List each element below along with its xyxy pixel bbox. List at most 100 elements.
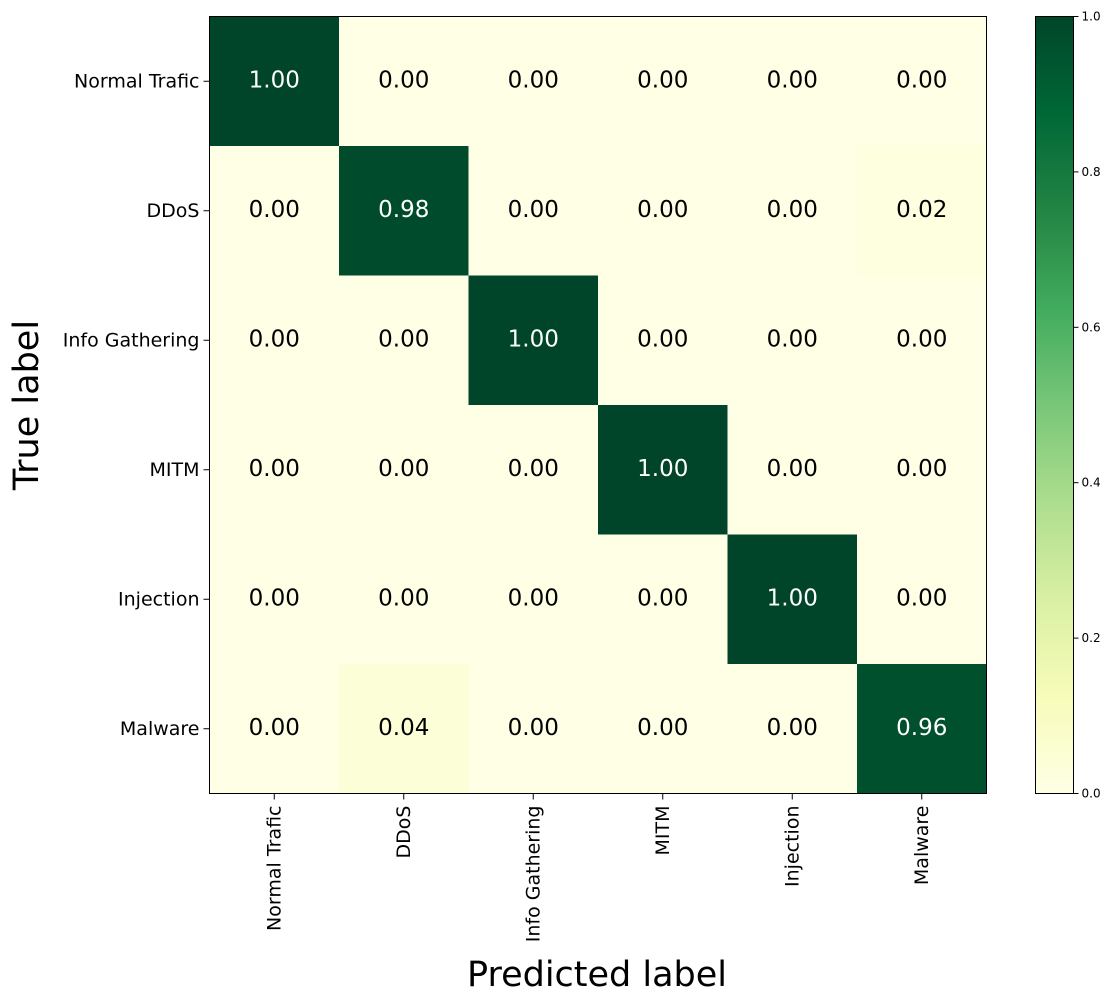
y-tick-label: Injection <box>118 588 199 610</box>
cell-value-label: 0.00 <box>637 585 688 611</box>
heatmap-cell <box>339 534 469 665</box>
heatmap-cell <box>598 405 728 535</box>
colorbar-tick-label: 0.4 <box>1082 476 1101 490</box>
cell-value-label: 0.98 <box>378 197 429 223</box>
cell-value-label: 0.00 <box>508 67 559 93</box>
heatmap-cell <box>857 664 987 794</box>
cell-value-label: 0.96 <box>896 715 947 741</box>
colorbar-tick-label: 0.0 <box>1082 787 1101 801</box>
cell-value-label: 0.00 <box>249 197 300 223</box>
cell-value-label: 1.00 <box>767 585 818 611</box>
heatmap-cell <box>857 405 987 535</box>
x-tick-label: DDoS <box>393 806 415 859</box>
cell-value-label: 0.00 <box>637 715 688 741</box>
heatmap-cell <box>339 275 469 406</box>
cell-value-label: 0.00 <box>249 715 300 741</box>
heatmap-cell <box>727 275 858 406</box>
x-tick-label: Info Gathering <box>522 806 544 943</box>
cell-value-label: 0.00 <box>249 585 300 611</box>
cell-value-label: 0.00 <box>378 326 429 352</box>
cell-value-label: 0.00 <box>767 456 818 482</box>
cell-value-label: 1.00 <box>637 456 688 482</box>
heatmap-cell <box>857 16 987 147</box>
colorbar-gradient <box>1035 16 1074 794</box>
heatmap-cell <box>339 405 469 535</box>
cell-value-label: 0.02 <box>896 197 947 223</box>
heatmap-cell <box>209 405 340 535</box>
x-tick-label: Malware <box>911 806 933 886</box>
heatmap-cell <box>727 405 858 535</box>
heatmap-cell <box>857 275 987 406</box>
cell-value-label: 0.00 <box>896 326 947 352</box>
heatmap-cell <box>468 275 599 406</box>
heatmap-cell <box>468 146 599 276</box>
heatmap-cell <box>468 534 599 665</box>
x-tick-label: Normal Trafic <box>263 806 285 931</box>
cell-value-label: 0.00 <box>637 67 688 93</box>
x-tick-label: Injection <box>781 806 803 887</box>
heatmap-cell <box>598 664 728 794</box>
colorbar-tick-label: 0.6 <box>1082 320 1101 334</box>
heatmap-cell <box>727 534 858 665</box>
colorbar-tick-label: 0.8 <box>1082 165 1101 179</box>
cell-value-label: 0.00 <box>378 456 429 482</box>
cell-value-label: 0.00 <box>508 456 559 482</box>
heatmap-cell <box>857 146 987 276</box>
heatmap-cell <box>727 16 858 147</box>
heatmap-cell <box>598 275 728 406</box>
heatmap-cell <box>727 146 858 276</box>
heatmap-cells <box>209 16 987 794</box>
cell-value-label: 0.00 <box>249 326 300 352</box>
heatmap-cell <box>209 146 340 276</box>
colorbar-tick-label: 0.2 <box>1082 631 1101 645</box>
heatmap-cell <box>598 146 728 276</box>
cell-value-label: 1.00 <box>249 67 300 93</box>
y-tick-label: Info Gathering <box>63 329 200 351</box>
heatmap-cell <box>339 16 469 147</box>
x-tick-label: MITM <box>652 806 674 856</box>
cell-value-label: 0.00 <box>508 715 559 741</box>
x-axis-title: Predicted label <box>467 955 727 995</box>
colorbar: 0.0 0.2 0.4 0.6 0.8 1.0 <box>1035 10 1101 801</box>
cell-value-label: 0.00 <box>249 456 300 482</box>
heatmap-cell <box>468 405 599 535</box>
cell-value-label: 0.04 <box>378 715 429 741</box>
cell-value-label: 0.00 <box>508 585 559 611</box>
cell-value-label: 0.00 <box>896 456 947 482</box>
cell-value-label: 0.00 <box>767 715 818 741</box>
cell-value-label: 0.00 <box>896 585 947 611</box>
cell-value-label: 0.00 <box>378 585 429 611</box>
cell-value-label: 0.00 <box>767 326 818 352</box>
heatmap-cell <box>209 16 340 147</box>
cell-value-label: 0.00 <box>637 197 688 223</box>
x-axis-ticks: Normal Trafic DDoS Info Gathering MITM Injec… <box>263 793 933 943</box>
cell-value-label: 0.00 <box>508 197 559 223</box>
y-tick-label: Normal Trafic <box>74 70 199 92</box>
heatmap-cell <box>209 275 340 406</box>
heatmap-cell <box>727 664 858 794</box>
heatmap-cell <box>339 664 469 794</box>
heatmap-cell <box>209 664 340 794</box>
cell-value-label: 0.00 <box>378 67 429 93</box>
heatmap-cell <box>339 146 469 276</box>
heatmap-cell <box>598 534 728 665</box>
heatmap-cell <box>468 16 599 147</box>
heatmap-cell <box>598 16 728 147</box>
y-tick-label: MITM <box>150 459 200 481</box>
plot-frame <box>209 16 987 794</box>
y-tick-label: Malware <box>120 718 200 740</box>
cell-value-label: 0.00 <box>767 197 818 223</box>
heatmap-cell-labels: 1.00 0.00 0.00 0.00 0.00 0.00 0.00 0.98 0.00 0.00… <box>249 67 948 741</box>
y-axis-title: True label <box>7 320 47 491</box>
cell-value-label: 0.00 <box>767 67 818 93</box>
cell-value-label: 1.00 <box>508 326 559 352</box>
y-tick-label: DDoS <box>147 200 200 222</box>
heatmap-cell <box>209 534 340 665</box>
cell-value-label: 0.00 <box>637 326 688 352</box>
y-axis-ticks: Normal Trafic DDoS Info Gathering MITM Injec… <box>63 70 210 740</box>
cell-value-label: 0.00 <box>896 67 947 93</box>
colorbar-tick-label: 1.0 <box>1082 10 1101 24</box>
heatmap-cell <box>857 534 987 665</box>
heatmap-cell <box>468 664 599 794</box>
